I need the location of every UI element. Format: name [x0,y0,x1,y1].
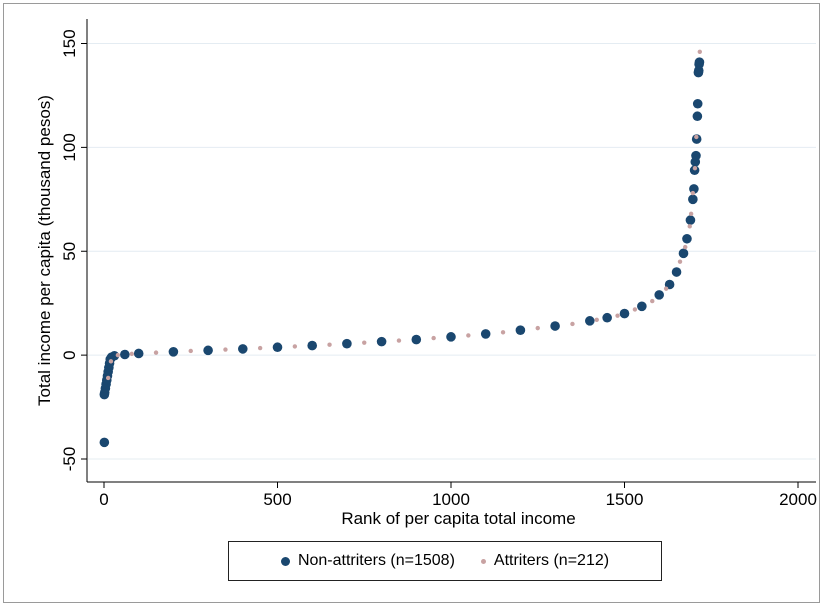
attriter-point [650,298,655,304]
attriter-point [663,286,669,291]
attriter-point [292,344,298,349]
non-attriter-point [585,316,595,326]
non-attriter-point [619,308,630,319]
non-attriter-point [691,150,701,161]
non-attriter-point [692,98,703,109]
attriter-point [105,375,111,381]
legend-marker-non-attriters [280,556,290,566]
non-attriter-point [99,437,110,448]
x-tick-label: 500 [263,490,291,509]
gridlines [88,43,816,460]
non-attriter-point [550,321,560,331]
non-attriter-point [692,111,703,122]
attriter-point [500,330,506,335]
y-tick-label: 100 [60,133,79,161]
non-attriter-point [671,267,682,277]
attriter-point [431,335,436,341]
attriter-point [632,307,638,312]
legend-marker-attriters [480,558,486,564]
attriter-point [535,325,540,331]
legend-label-non-attriters: Non-attriters (n=1508) [297,552,455,569]
attriter-point [692,165,698,171]
attriter-point [466,333,471,338]
non-attriter-point [120,349,130,360]
non-attriter-point [515,325,526,335]
y-tick-label: 150 [60,29,79,57]
non-attriter-point [689,184,699,194]
attriter-point [594,317,599,323]
y-tick-label: 0 [60,350,79,359]
x-tick-label: 1000 [432,490,470,509]
y-axis-label: Total income per capita (thousand pesos) [35,95,54,406]
non-attriter-point [168,347,179,357]
non-attriter-point [694,57,705,67]
legend: Non-attriters (n=1508) Attriters (n=212) [228,541,662,581]
non-attriter-point [203,345,213,356]
non-attriter-point [272,342,283,353]
non-attriter-point [654,290,664,300]
legend-item-attriters: Attriters (n=212) [480,552,610,570]
attriter-point [115,352,121,358]
x-tick-label: 1500 [606,490,644,509]
attriter-point [694,134,699,140]
attriter-point [570,321,575,327]
legend-item-non-attriters: Non-attriters (n=1508) [280,552,455,570]
x-tick-label: 0 [99,490,108,509]
non-attriter-point [411,334,422,345]
non-attriter-point [682,233,692,244]
non-attriter-point [678,248,689,259]
x-axis-label: Rank of per capita total income [341,509,575,528]
legend-label-attriters: Attriters (n=212) [493,552,610,569]
attriter-point [108,359,114,364]
attriter-point [362,340,367,345]
non-attriter-point [602,312,612,323]
y-tick-label: -50 [60,447,79,472]
attriter-point [153,350,159,355]
non-attriter-point [480,329,491,339]
attriter-point [688,211,694,217]
attriter-point [677,259,683,264]
attriter-point [223,347,228,352]
non-attriter-point [307,340,318,351]
non-attriter-point [376,336,387,347]
attriter-point [327,342,332,347]
y-tick-label: 50 [60,242,79,261]
non-attriter-point [238,344,248,354]
non-attriter-point [637,301,647,312]
non-attriter-point [446,332,456,342]
plot-area [87,19,816,482]
non-attriter-point [133,348,144,359]
attriter-point [129,351,134,357]
x-tick-label: 2000 [779,490,817,509]
non-attriter-point [685,215,696,225]
attriter-point [257,345,263,351]
attriter-point [687,224,692,229]
attriter-point [396,338,402,343]
non-attriter-point [688,194,698,205]
attriter-point [188,348,193,354]
non-attriter-point [342,338,352,349]
attriter-point [697,49,702,55]
attriter-point [615,313,620,318]
data-points [99,49,705,448]
attriter-point [683,244,688,250]
attriter-point [690,190,696,196]
